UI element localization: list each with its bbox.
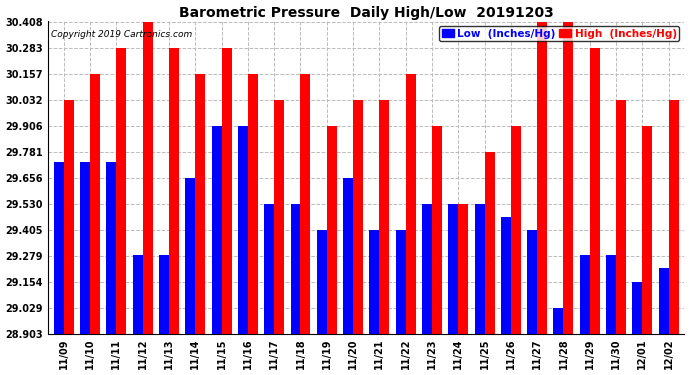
Bar: [501, 217, 511, 334]
Bar: [274, 100, 284, 334]
Bar: [395, 230, 406, 334]
Bar: [212, 126, 221, 334]
Bar: [353, 100, 363, 334]
Bar: [248, 74, 258, 334]
Bar: [54, 162, 63, 334]
Bar: [106, 162, 117, 334]
Bar: [538, 22, 547, 334]
Bar: [511, 126, 521, 334]
Bar: [221, 48, 232, 334]
Bar: [642, 126, 652, 334]
Bar: [432, 126, 442, 334]
Bar: [406, 74, 415, 334]
Text: Copyright 2019 Cartronics.com: Copyright 2019 Cartronics.com: [51, 30, 193, 39]
Bar: [238, 126, 248, 334]
Bar: [290, 204, 301, 334]
Bar: [343, 178, 353, 334]
Bar: [616, 100, 626, 334]
Bar: [580, 255, 590, 334]
Bar: [669, 100, 679, 334]
Bar: [606, 255, 616, 334]
Bar: [90, 74, 100, 334]
Bar: [564, 22, 573, 334]
Bar: [143, 22, 152, 334]
Bar: [264, 204, 274, 334]
Bar: [195, 74, 206, 334]
Bar: [63, 100, 74, 334]
Bar: [169, 48, 179, 334]
Bar: [484, 152, 495, 334]
Bar: [380, 100, 389, 334]
Bar: [327, 126, 337, 334]
Bar: [422, 204, 432, 334]
Bar: [590, 48, 600, 334]
Bar: [159, 255, 169, 334]
Title: Barometric Pressure  Daily High/Low  20191203: Barometric Pressure Daily High/Low 20191…: [179, 6, 553, 20]
Bar: [80, 162, 90, 334]
Bar: [117, 48, 126, 334]
Bar: [458, 204, 469, 334]
Bar: [448, 204, 458, 334]
Bar: [632, 282, 642, 334]
Bar: [132, 255, 143, 334]
Bar: [186, 178, 195, 334]
Bar: [301, 74, 310, 334]
Bar: [369, 230, 380, 334]
Bar: [317, 230, 327, 334]
Bar: [553, 308, 564, 334]
Legend: Low  (Inches/Hg), High  (Inches/Hg): Low (Inches/Hg), High (Inches/Hg): [439, 26, 679, 41]
Bar: [475, 204, 484, 334]
Bar: [659, 268, 669, 334]
Bar: [527, 230, 538, 334]
